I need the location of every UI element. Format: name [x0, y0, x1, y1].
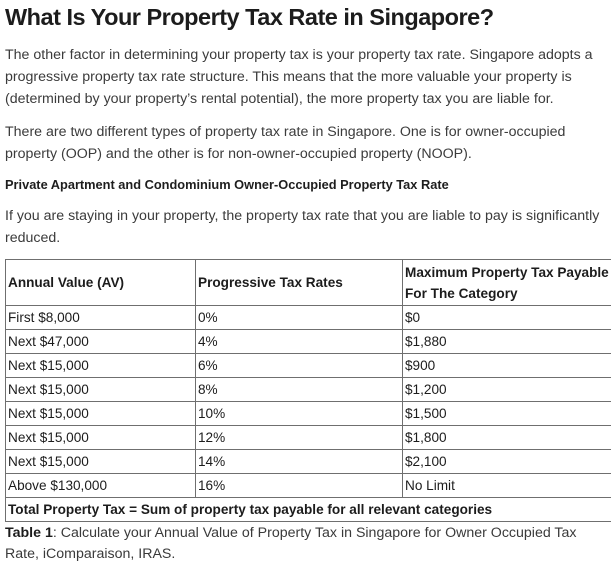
- header-tax-rates: Progressive Tax Rates: [195, 259, 403, 306]
- cell-max-tax: $1,500: [402, 401, 611, 426]
- table-row: First $8,000 0% $0: [5, 305, 611, 330]
- cell-annual-value: Next $47,000: [5, 329, 196, 354]
- cell-tax-rate: 16%: [195, 473, 403, 498]
- cell-annual-value: Next $15,000: [5, 377, 196, 402]
- caption-text: : Calculate your Annual Value of Propert…: [5, 525, 577, 562]
- cell-tax-rate: 0%: [195, 305, 403, 330]
- paragraph-tax-rate-types: There are two different types of propert…: [5, 124, 566, 162]
- cell-annual-value: Next $15,000: [5, 353, 196, 378]
- cell-total: Total Property Tax = Sum of property tax…: [5, 497, 611, 522]
- cell-max-tax: $2,100: [402, 449, 611, 474]
- table-total-row: Total Property Tax = Sum of property tax…: [5, 497, 611, 522]
- cell-tax-rate: 6%: [195, 353, 403, 378]
- cell-max-tax: $900: [402, 353, 611, 378]
- cell-tax-rate: 4%: [195, 329, 403, 354]
- cell-tax-rate: 10%: [195, 401, 403, 426]
- cell-annual-value: Next $15,000: [5, 425, 196, 450]
- cell-max-tax: $1,200: [402, 377, 611, 402]
- page-title: What Is Your Property Tax Rate in Singap…: [5, 4, 494, 30]
- table-row: Above $130,000 16% No Limit: [5, 473, 611, 498]
- cell-max-tax: No Limit: [402, 473, 611, 498]
- paragraph-tax-rate-intro: The other factor in determining your pro…: [5, 47, 593, 107]
- table-caption: Table 1: Calculate your Annual Value of …: [5, 523, 609, 565]
- table-header-row: Annual Value (AV) Progressive Tax Rates …: [5, 259, 611, 306]
- table-row: Next $15,000 6% $900: [5, 353, 611, 378]
- cell-max-tax: $0: [402, 305, 611, 330]
- cell-annual-value: Next $15,000: [5, 449, 196, 474]
- tax-rate-table: Annual Value (AV) Progressive Tax Rates …: [5, 259, 611, 522]
- cell-max-tax: $1,880: [402, 329, 611, 354]
- header-annual-value: Annual Value (AV): [5, 259, 196, 306]
- cell-annual-value: Above $130,000: [5, 473, 196, 498]
- caption-label: Table 1: [5, 525, 53, 541]
- section-subheading: Private Apartment and Condominium Owner-…: [5, 177, 449, 192]
- table-row: Next $15,000 10% $1,500: [5, 401, 611, 426]
- cell-tax-rate: 14%: [195, 449, 403, 474]
- header-max-tax: Maximum Property Tax Payable For The Cat…: [402, 259, 611, 306]
- cell-tax-rate: 12%: [195, 425, 403, 450]
- cell-tax-rate: 8%: [195, 377, 403, 402]
- table-row: Next $15,000 8% $1,200: [5, 377, 611, 402]
- cell-annual-value: First $8,000: [5, 305, 196, 330]
- paragraph-owner-occupied: If you are staying in your property, the…: [5, 208, 600, 246]
- table-row: Next $15,000 14% $2,100: [5, 449, 611, 474]
- table-row: Next $15,000 12% $1,800: [5, 425, 611, 450]
- cell-annual-value: Next $15,000: [5, 401, 196, 426]
- table-row: Next $47,000 4% $1,880: [5, 329, 611, 354]
- cell-max-tax: $1,800: [402, 425, 611, 450]
